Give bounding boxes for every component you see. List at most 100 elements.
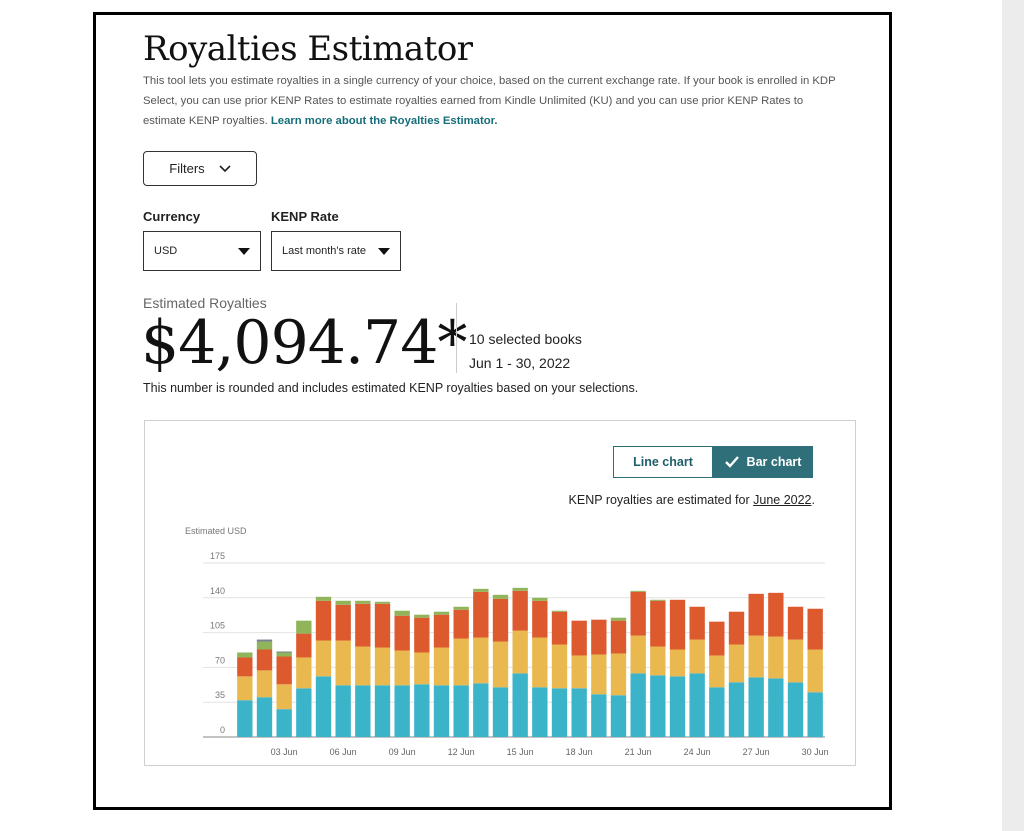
filters-button[interactable]: Filters — [143, 151, 257, 186]
bar-segment[interactable] — [394, 650, 410, 686]
bar-segment[interactable] — [768, 678, 784, 737]
bar-segment[interactable] — [571, 688, 587, 737]
bar-segment[interactable] — [453, 638, 469, 686]
bar-segment[interactable] — [335, 604, 351, 641]
bar-segment[interactable] — [276, 652, 292, 657]
bar-segment[interactable] — [473, 637, 489, 684]
bar-segment[interactable] — [276, 684, 292, 710]
bar-segment[interactable] — [551, 688, 568, 737]
bar-segment[interactable] — [237, 700, 253, 737]
bar-segment[interactable] — [237, 676, 253, 701]
bar-segment[interactable] — [689, 673, 705, 737]
bar-segment[interactable] — [532, 637, 548, 688]
bar-segment[interactable] — [512, 673, 528, 737]
bar-segment[interactable] — [807, 608, 823, 650]
bar-segment[interactable] — [256, 641, 273, 650]
bar-segment[interactable] — [709, 621, 725, 656]
bar-segment[interactable] — [709, 655, 725, 688]
bar-segment[interactable] — [807, 649, 823, 693]
bar-segment[interactable] — [689, 639, 705, 674]
bar-segment[interactable] — [591, 619, 607, 655]
bar-segment[interactable] — [355, 603, 371, 647]
bar-segment[interactable] — [276, 656, 292, 685]
bar-segment[interactable] — [414, 684, 430, 737]
kenp-month-link[interactable]: June 2022 — [753, 493, 812, 507]
bar-segment[interactable] — [355, 646, 371, 686]
bar-segment[interactable] — [650, 675, 666, 737]
bar-segment[interactable] — [669, 599, 686, 650]
bar-segment[interactable] — [335, 685, 351, 737]
bar-segment[interactable] — [728, 682, 745, 737]
bar-segment[interactable] — [689, 606, 705, 640]
bar-segment[interactable] — [394, 685, 410, 737]
bar-segment[interactable] — [433, 647, 450, 686]
bar-segment[interactable] — [315, 640, 332, 677]
bar-segment[interactable] — [630, 673, 646, 737]
bar-segment[interactable] — [276, 709, 292, 737]
bar-segment[interactable] — [630, 590, 646, 592]
bar-segment[interactable] — [256, 697, 273, 737]
bar-segment[interactable] — [748, 593, 764, 636]
bar-segment[interactable] — [610, 653, 627, 696]
bar-segment[interactable] — [433, 614, 450, 648]
bar-segment[interactable] — [551, 610, 568, 612]
bar-segment[interactable] — [473, 588, 489, 592]
bar-segment[interactable] — [768, 592, 784, 637]
bar-segment[interactable] — [669, 649, 686, 677]
bar-segment[interactable] — [512, 630, 528, 674]
bar-segment[interactable] — [315, 596, 332, 601]
bar-segment[interactable] — [296, 657, 312, 689]
bar-segment[interactable] — [256, 639, 273, 642]
bar-segment[interactable] — [433, 611, 450, 615]
bar-segment[interactable] — [414, 614, 430, 618]
bar-segment[interactable] — [414, 617, 430, 653]
bar-segment[interactable] — [807, 692, 823, 737]
bar-segment[interactable] — [335, 640, 351, 686]
bar-segment[interactable] — [728, 611, 745, 645]
bar-segment[interactable] — [709, 687, 725, 737]
bar-segment[interactable] — [650, 600, 666, 647]
bar-segment[interactable] — [256, 649, 273, 671]
bar-segment[interactable] — [551, 644, 568, 689]
bar-segment[interactable] — [414, 652, 430, 685]
bar-segment[interactable] — [374, 601, 391, 604]
bar-segment[interactable] — [453, 609, 469, 639]
bar-segment[interactable] — [453, 606, 469, 610]
bar-segment[interactable] — [296, 620, 312, 634]
bar-segment[interactable] — [532, 597, 548, 601]
bar-segment[interactable] — [315, 676, 332, 737]
bar-segment[interactable] — [296, 633, 312, 658]
bar-segment[interactable] — [355, 600, 371, 604]
bar-segment[interactable] — [748, 677, 764, 737]
bar-segment[interactable] — [473, 591, 489, 638]
bar-segment[interactable] — [551, 611, 568, 645]
bar-segment[interactable] — [237, 657, 253, 677]
bar-segment[interactable] — [492, 641, 509, 688]
bar-segment[interactable] — [355, 685, 371, 737]
bar-segment[interactable] — [276, 651, 292, 653]
bar-segment[interactable] — [374, 685, 391, 737]
bar-segment[interactable] — [591, 654, 607, 695]
bar-segment[interactable] — [787, 606, 804, 640]
bar-segment[interactable] — [453, 685, 469, 737]
bar-segment[interactable] — [787, 682, 804, 737]
line-chart-button[interactable]: Line chart — [613, 446, 713, 478]
bar-chart-button[interactable]: Bar chart — [713, 446, 813, 478]
bar-segment[interactable] — [571, 655, 587, 689]
bar-segment[interactable] — [492, 598, 509, 642]
bar-segment[interactable] — [394, 610, 410, 616]
bar-segment[interactable] — [610, 620, 627, 654]
bar-segment[interactable] — [669, 676, 686, 737]
bar-segment[interactable] — [728, 644, 745, 683]
bar-segment[interactable] — [237, 652, 253, 658]
bar-segment[interactable] — [492, 594, 509, 599]
bar-segment[interactable] — [571, 620, 587, 656]
bar-segment[interactable] — [630, 591, 646, 636]
currency-select[interactable]: USD — [143, 231, 261, 271]
bar-segment[interactable] — [650, 599, 666, 601]
bar-segment[interactable] — [630, 635, 646, 674]
bar-segment[interactable] — [768, 636, 784, 679]
bar-segment[interactable] — [433, 685, 450, 737]
bar-segment[interactable] — [374, 603, 391, 648]
bar-segment[interactable] — [335, 600, 351, 605]
